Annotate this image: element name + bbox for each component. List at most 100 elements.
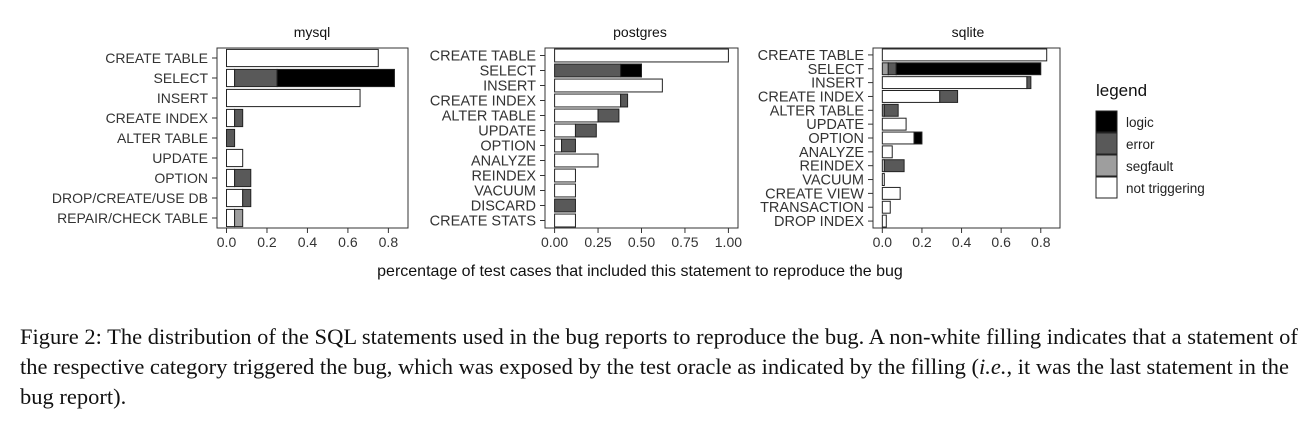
category-label-discard: DISCARD (471, 199, 536, 215)
legend-label-error: error (1126, 137, 1155, 152)
category-label-select: SELECT (154, 70, 209, 86)
bar-postgres-discard-error (554, 198, 576, 213)
category-label-drop-index: DROP INDEX (774, 214, 864, 230)
panel-title-postgres: postgres (613, 24, 667, 40)
category-label-create-stats: CREATE STATS (430, 214, 536, 230)
bar-sqlite-create-view-not-triggering (881, 186, 901, 200)
bar-mysql-alter-table-error (226, 128, 236, 148)
legend-label-logic: logic (1126, 115, 1154, 130)
bar-postgres-update-error (574, 123, 597, 138)
bar-postgres-option-not-triggering (554, 138, 563, 153)
category-label-alter-table: ALTER TABLE (442, 109, 537, 125)
category-label-option: OPTION (154, 170, 208, 186)
bar-sqlite-create-index-not-triggering (881, 90, 941, 103)
bar-postgres-reindex-not-triggering (554, 168, 576, 183)
category-label-insert: INSERT (483, 79, 536, 95)
bar-mysql-create-index-not-triggering (226, 108, 236, 128)
legend-swatch-error (1095, 132, 1118, 155)
x-tick-label: 0.50 (628, 234, 655, 250)
bar-sqlite-create-index-error (939, 90, 959, 103)
x-tick-label: 0.6 (991, 234, 1011, 250)
x-tick-label: 0.2 (912, 234, 932, 250)
bar-sqlite-update-not-triggering (881, 117, 907, 131)
bar-sqlite-alter-table-error (883, 103, 899, 117)
x-tick-label: 1.00 (715, 234, 742, 250)
bar-mysql-insert-not-triggering (226, 88, 361, 108)
bar-postgres-analyze-not-triggering (554, 153, 599, 168)
category-label-create-view: CREATE VIEW (765, 186, 864, 202)
bar-mysql-option-not-triggering (226, 168, 236, 188)
bar-sqlite-select-segfault (881, 62, 889, 76)
panel-title-mysql: mysql (294, 24, 331, 40)
category-label-insert: INSERT (157, 90, 209, 106)
category-label-vacuum: VACUUM (474, 184, 536, 200)
legend-title: legend (1096, 81, 1147, 100)
bar-postgres-vacuum-not-triggering (554, 183, 576, 198)
category-label-create-index: CREATE INDEX (758, 89, 864, 105)
panel-mysql: mysql CREATE TABLE SELECT INSERT CREATE INDE… (52, 24, 409, 250)
legend-swatch-not-triggering (1095, 176, 1118, 199)
category-label-update: UPDATE (478, 124, 536, 140)
category-label-alter-table: ALTER TABLE (770, 103, 865, 119)
bar-mysql-select-not-triggering (226, 68, 236, 88)
category-label-reindex: REINDEX (472, 169, 537, 185)
bar-mysql-repair-check-table-segfault (234, 208, 244, 228)
bar-mysql-drop-create-use-db-not-triggering (226, 188, 244, 208)
panel-title-sqlite: sqlite (952, 24, 985, 40)
caption-text-2: , it was the last statement in the bug r… (20, 354, 1289, 409)
bar-postgres-create-stats-not-triggering (554, 213, 576, 228)
bar-mysql-create-table-not-triggering (226, 48, 379, 68)
category-label-create-index: CREATE INDEX (106, 110, 209, 126)
bar-mysql-select-logic (276, 68, 395, 88)
legend-swatch-segfault (1095, 154, 1118, 177)
category-label-reindex: REINDEX (800, 159, 865, 175)
bar-sqlite-option-logic (913, 131, 923, 145)
bar-mysql-select-error (234, 68, 278, 88)
category-label-create-table: CREATE TABLE (105, 50, 208, 66)
bar-postgres-update-not-triggering (554, 123, 576, 138)
category-label-transaction: TRANSACTION (760, 200, 864, 216)
legend-swatch-logic (1095, 110, 1118, 133)
x-tick-label: 0.8 (379, 234, 399, 250)
category-label-create-index: CREATE INDEX (430, 94, 536, 110)
category-label-analyze: ANALYZE (471, 154, 536, 170)
bar-mysql-create-index-error (234, 108, 244, 128)
bar-postgres-select-logic (620, 63, 643, 78)
x-tick-label: 0.4 (952, 234, 972, 250)
x-tick-label: 0.8 (1031, 234, 1051, 250)
legend-label-segfault: segfault (1126, 159, 1174, 174)
bar-postgres-insert-not-triggering (554, 78, 663, 93)
figure-caption: Figure 2: The distribution of the SQL st… (20, 322, 1300, 412)
category-label-alter-table: ALTER TABLE (117, 130, 208, 146)
bar-sqlite-insert-not-triggering (881, 76, 1028, 90)
legend: legend logic error segfault not triggering (1095, 81, 1205, 199)
caption-italic-ie: i.e. (979, 354, 1007, 379)
category-label-select: SELECT (808, 62, 865, 78)
x-tick-label: 0.4 (298, 234, 318, 250)
x-tick-label: 0.0 (873, 234, 893, 250)
category-label-update: UPDATE (806, 117, 864, 133)
legend-label-not-triggering: not triggering (1126, 181, 1205, 196)
x-tick-label: 0.00 (541, 234, 568, 250)
bar-sqlite-option-not-triggering (881, 131, 915, 145)
bar-sqlite-insert-error (1026, 76, 1032, 90)
bar-sqlite-create-table-not-triggering (881, 48, 1048, 62)
category-label-drop-create-use-db: DROP/CREATE/USE DB (52, 190, 208, 206)
bar-postgres-alter-table-not-triggering (554, 108, 599, 123)
category-label-create-table: CREATE TABLE (430, 49, 537, 65)
bar-mysql-drop-create-use-db-error (242, 188, 252, 208)
category-label-select: SELECT (480, 64, 537, 80)
bar-sqlite-drop-index-not-triggering (881, 214, 887, 228)
bar-postgres-create-index-error (620, 93, 629, 108)
panel-frame (544, 47, 739, 229)
bar-mysql-repair-check-table-not-triggering (226, 208, 236, 228)
bar-postgres-option-error (561, 138, 576, 153)
category-label-insert: INSERT (811, 76, 864, 92)
x-tick-label: 0.0 (217, 234, 237, 250)
category-label-option: OPTION (808, 131, 864, 147)
bar-postgres-select-error (554, 63, 622, 78)
